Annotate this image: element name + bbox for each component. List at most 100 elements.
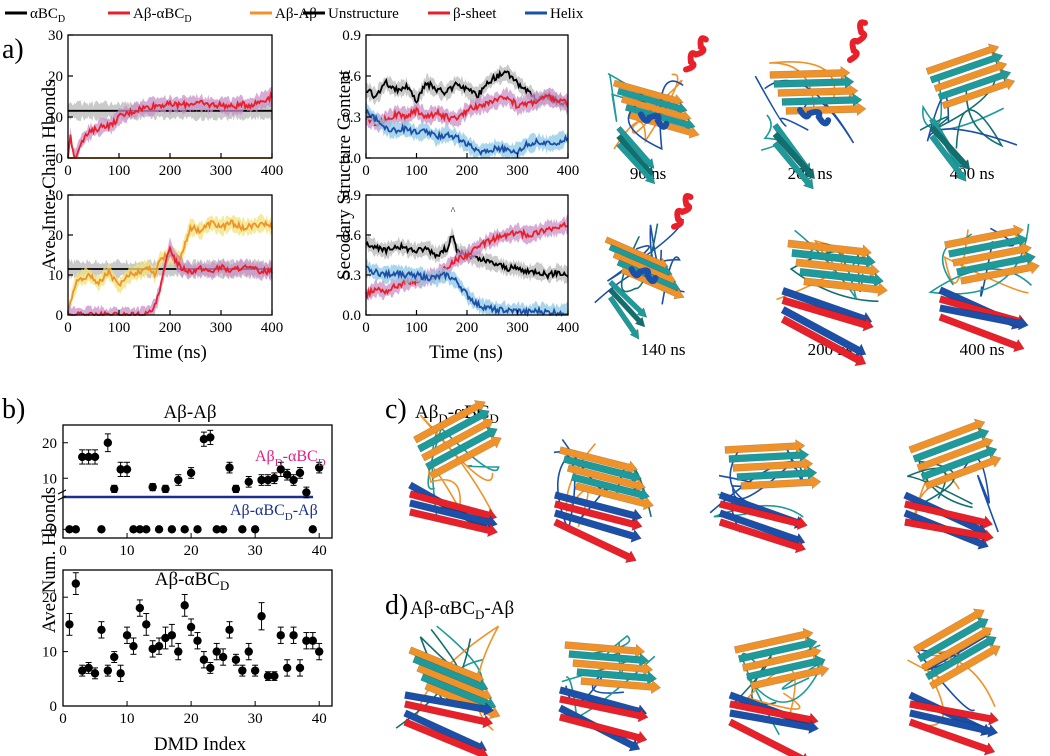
- b-bottom-point-29: [250, 666, 260, 675]
- a-bottom-left-band-1: [68, 213, 272, 315]
- b-top-point-35: [289, 475, 298, 485]
- protein-snapshot-9: [903, 418, 1002, 550]
- b-bottom-point-14: [154, 641, 164, 651]
- snapshot-13-strand-b2: [908, 709, 999, 738]
- snapshot-13-strand-b3: [908, 718, 996, 756]
- a-bottom-mid-ytick-label-2: 0.6: [342, 228, 361, 244]
- b-bottom-ytick-label-0: 0: [50, 699, 58, 715]
- snapshot-2-strand-a1: [929, 51, 1004, 84]
- b-top-point-25: [225, 463, 234, 472]
- protein-snapshot-5: [928, 223, 1040, 353]
- snapshot-12-strand-a2: [741, 645, 822, 672]
- a-top-left-xtick-label-0: 0: [64, 163, 72, 179]
- b-top-point-32: [270, 474, 279, 483]
- a-bottom-mid-xtick-label-4: 400: [557, 320, 580, 336]
- snapshot-4-loop-2: [789, 250, 879, 303]
- a-top-mid-series-2: [365, 108, 569, 157]
- snapshot-3-strand-b1: [608, 287, 646, 328]
- b-bottom-point-2: [78, 666, 87, 675]
- b-bottom-point-4: [90, 669, 100, 678]
- a-bottom-left-ytick-label-3: 30: [48, 188, 63, 204]
- protein-snapshot-6: [407, 400, 502, 538]
- b-top-point-23: [212, 525, 221, 534]
- snapshot-7-strand-a4: [574, 482, 654, 511]
- b-top-point-15: [161, 484, 170, 494]
- snapshot-0-loop-3: [627, 80, 684, 151]
- a-top-mid-xtick-label-2: 200: [456, 163, 479, 179]
- a-top-mid-xtick-label-0: 0: [362, 163, 370, 179]
- a-top-left-ytick-label-3: 30: [48, 28, 63, 44]
- b-bottom-point-31: [263, 671, 273, 681]
- a-top-mid-xtick-label-1: 100: [405, 163, 428, 179]
- snapshot-3-strand-b0: [608, 279, 648, 318]
- b-top-point-3: [84, 452, 93, 462]
- snapshot-5-strand-a4: [960, 260, 1040, 285]
- b-bottom-xtick-label-4: 40: [312, 711, 327, 727]
- snapshot-1-strand-b1: [772, 131, 816, 180]
- b-top-point-8: [116, 465, 125, 474]
- b-top-point-9: [122, 465, 132, 474]
- snapshot-1-strand-a2: [777, 83, 859, 99]
- snapshot-11-strand-a2: [572, 659, 654, 677]
- b-top-point-4: [90, 452, 100, 462]
- snapshot-11-strand-a4: [580, 677, 662, 695]
- snapshot-5-strand-a3: [956, 251, 1036, 276]
- snapshot-9-strand-b3: [904, 518, 995, 544]
- b-top-point-22: [206, 433, 215, 442]
- b-bottom-point-33: [276, 631, 285, 640]
- b-top-point-17: [174, 475, 183, 485]
- snapshot-4-strand-a1: [791, 249, 876, 269]
- b-top-ytick-label-u1: 20: [42, 436, 57, 452]
- b-top-point-6: [103, 438, 113, 447]
- snapshot-4-strand-a3: [799, 267, 884, 288]
- snapshot-1-strand-a0: [769, 65, 851, 81]
- a-bottom-left-xtick-label-3: 300: [210, 320, 233, 336]
- a-top-left-band-1: [68, 87, 272, 158]
- b-bottom-point-38: [308, 636, 317, 645]
- b-top-point-10: [129, 525, 138, 534]
- snapshot-12-strand-b2: [729, 709, 820, 735]
- snapshot-12-strand-a3: [745, 654, 826, 681]
- snapshot-8-strand-a0: [724, 439, 806, 454]
- a-bottom-mid-series-1: [365, 221, 569, 300]
- chart-secondary-bottom: 0 100 200 300 400 0.0 0.3 0.6 0.9: [342, 188, 579, 336]
- snapshot-1-strand-a3: [781, 92, 863, 108]
- snapshot-7-strand-b0: [553, 491, 643, 523]
- snapshot-6-loop-3: [427, 465, 467, 521]
- b-top-point-16: [167, 525, 177, 534]
- b-bottom-xtick-label-0: 0: [59, 711, 67, 727]
- a-bottom-left-band-2: [68, 237, 272, 315]
- snapshot-time-bottom-3: 400 ns: [960, 340, 1005, 359]
- protein-snapshot-1: [754, 19, 868, 190]
- a-bottom-mid-ytick-label-0: 0.0: [342, 308, 361, 324]
- b-top-point-34: [282, 470, 292, 479]
- b-top-xtick-label-1: 10: [120, 543, 135, 559]
- snapshot-9-strand-a2: [916, 436, 994, 472]
- b-bottom-point-25: [225, 625, 234, 635]
- b-bottom-frame: [62, 569, 333, 707]
- chart-dmd-abeta-alphaBC: 0 10 20 0 10 20 30 40: [42, 569, 333, 727]
- snapshot-1-helix-blue: [797, 107, 832, 127]
- mid-bottom-marker: ^: [451, 206, 456, 217]
- b-bottom-point-22: [206, 663, 215, 673]
- protein-snapshot-3: [594, 193, 694, 340]
- a-top-left-xtick-label-4: 400: [261, 163, 284, 179]
- snapshot-8-strand-b3: [718, 518, 807, 554]
- snapshot-2-loop-2: [926, 95, 1018, 146]
- snapshot-4-strand-a0: [787, 239, 872, 260]
- b-top-point-14: [154, 525, 164, 534]
- b-top-axis-break-2: [57, 495, 67, 501]
- b-top-frame: [62, 424, 333, 539]
- b-bottom-point-24: [218, 652, 228, 662]
- b-bottom-point-37: [302, 636, 311, 645]
- a-mid-ylabel: Secodary Structure Content: [334, 69, 355, 280]
- b-bottom-point-3: [84, 663, 93, 673]
- legend-secondary-structure: Unstructure β-sheet Helix: [303, 6, 584, 22]
- b-top-xtick-label-2: 20: [184, 543, 199, 559]
- b-bottom-xtick-label-3: 30: [248, 711, 263, 727]
- b-top-point-31: [263, 475, 273, 485]
- b-top-point-2: [78, 452, 87, 462]
- snapshot-11-strand-a3: [576, 668, 658, 686]
- snapshot-4-strand-a4: [803, 277, 888, 297]
- b-bottom-point-15: [161, 633, 170, 643]
